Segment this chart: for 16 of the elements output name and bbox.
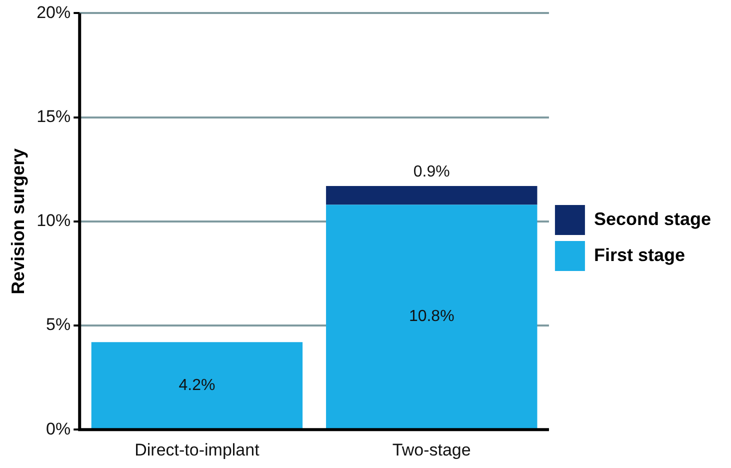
y-axis-title: Revision surgery	[8, 148, 28, 294]
data-label: 4.2%	[178, 376, 216, 394]
bar	[91, 342, 303, 429]
y-tick-label: 15%	[36, 106, 71, 126]
legend-label: Second stage	[594, 208, 712, 229]
legend-label: First stage	[594, 244, 685, 265]
bar	[326, 204, 538, 429]
y-tick-label: 20%	[36, 2, 71, 22]
y-tick-label: 5%	[46, 315, 71, 334]
x-tick-label: Two-stage	[392, 440, 471, 460]
x-tick-label: Direct-to-implant	[134, 440, 260, 460]
bar	[326, 186, 538, 205]
data-label: 10.8%	[408, 308, 454, 326]
data-label: 0.9%	[413, 163, 450, 180]
y-tick-label: 0%	[46, 419, 71, 438]
y-tick-label: 10%	[36, 211, 71, 230]
